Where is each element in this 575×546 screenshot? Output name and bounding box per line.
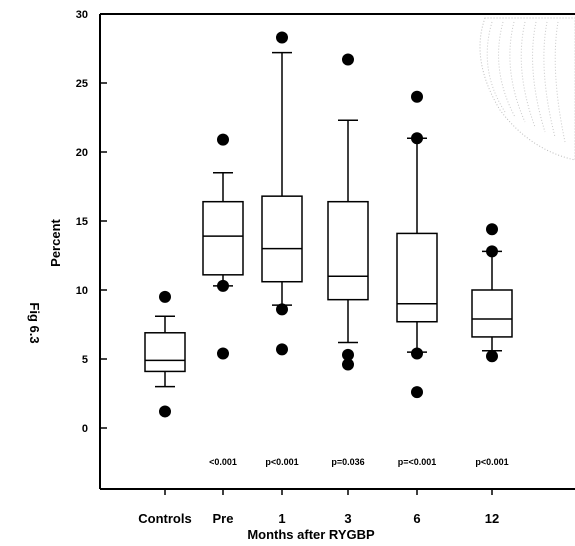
- corner-decoration: [479, 17, 575, 161]
- y-tick-label: 5: [82, 354, 88, 366]
- plot-axes: [99, 13, 575, 490]
- outlier-point: [159, 290, 171, 303]
- x-category-label: Controls: [138, 511, 191, 526]
- outlier-point: [276, 343, 288, 356]
- outlier-point: [411, 347, 423, 360]
- x-category-label: 3: [344, 511, 351, 526]
- scribble-mark: [486, 21, 506, 113]
- outlier-point: [486, 245, 498, 258]
- outlier-point: [276, 303, 288, 316]
- outlier-point: [217, 279, 229, 292]
- y-axis-title: Percent: [48, 218, 63, 266]
- y-tick-label: 15: [76, 216, 88, 228]
- box-series: [144, 31, 513, 418]
- x-axis-title: Months after RYGBP: [247, 527, 375, 542]
- p-value-labels: <0.001 p<0.001 p=0.036 p=<0.001 p<0.001: [209, 457, 509, 467]
- y-tick-label: 25: [76, 78, 88, 90]
- scribble-mark: [509, 21, 526, 123]
- interquartile-box: [202, 200, 244, 276]
- outlier-point: [159, 405, 171, 418]
- x-category-label: Pre: [213, 511, 234, 526]
- scribble-mark: [520, 21, 536, 128]
- box-12: [471, 223, 513, 363]
- box-pre: [202, 133, 244, 360]
- box-6: [396, 90, 438, 399]
- scribble-mark: [498, 21, 516, 118]
- outlier-point: [486, 350, 498, 363]
- p-value-label: p<0.001: [265, 457, 298, 467]
- outlier-point: [217, 347, 229, 360]
- interquartile-box: [396, 232, 438, 323]
- box-1: [261, 31, 303, 356]
- y-tick-label: 30: [76, 9, 88, 21]
- x-category-label: 1: [278, 511, 285, 526]
- scribble-mark: [532, 21, 546, 133]
- x-category-label: 12: [485, 511, 499, 526]
- box-controls: [144, 290, 186, 418]
- scribble-mark: [479, 17, 575, 161]
- outlier-point: [342, 348, 354, 361]
- outlier-point: [411, 386, 423, 399]
- outlier-point: [486, 223, 498, 236]
- y-tick-label: 20: [76, 147, 88, 159]
- outlier-point: [411, 90, 423, 103]
- x-axis-categories: Controls Pre 1 3 6 12: [138, 489, 499, 526]
- box-3: [327, 53, 369, 371]
- scribble-mark: [554, 21, 566, 143]
- x-category-label: 6: [413, 511, 420, 526]
- p-value-label: <0.001: [209, 457, 237, 467]
- outlier-point: [342, 53, 354, 66]
- interquartile-box: [261, 195, 303, 283]
- outlier-point: [342, 358, 354, 371]
- outlier-point: [276, 31, 288, 44]
- y-tick-label: 10: [76, 285, 88, 297]
- scribble-mark: [543, 21, 556, 138]
- p-value-label: p<0.001: [475, 457, 508, 467]
- y-tick-label: 0: [82, 423, 88, 435]
- outlier-point: [217, 133, 229, 146]
- p-value-label: p=<0.001: [398, 457, 437, 467]
- outlier-point: [411, 132, 423, 145]
- interquartile-box: [471, 289, 513, 338]
- y-axis-ticks: 0 5 10 15 20 25 30: [76, 9, 107, 435]
- figure-side-label: Fig 6.3: [27, 302, 42, 343]
- interquartile-box: [327, 200, 369, 301]
- interquartile-box: [144, 332, 186, 373]
- p-value-label: p=0.036: [331, 457, 364, 467]
